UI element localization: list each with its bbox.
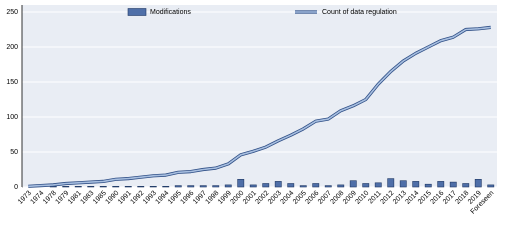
- bar: [474, 179, 482, 188]
- x-tick-label: 1973: [17, 190, 33, 206]
- bar: [349, 180, 357, 188]
- x-tick-label: 2000: [230, 190, 246, 206]
- x-tick-label: 2015: [417, 190, 433, 206]
- bar: [287, 183, 295, 188]
- bar: [324, 185, 332, 188]
- x-tick-label: 2004: [280, 190, 296, 206]
- x-tick-label: 1993: [142, 190, 158, 206]
- bar: [62, 186, 70, 188]
- plot-area: [22, 5, 497, 187]
- x-tick-label: 2013: [392, 190, 408, 206]
- chart: 0501001502002501973197419781979198119831…: [6, 5, 497, 216]
- x-tick-label: 2012: [380, 190, 396, 206]
- x-tick-label: 1996: [180, 190, 196, 206]
- y-tick-label: 150: [6, 79, 18, 86]
- y-tick-label: 0: [14, 184, 18, 191]
- bar: [249, 184, 257, 188]
- bar: [312, 183, 320, 188]
- bar: [337, 184, 345, 188]
- line: [28, 26, 491, 188]
- x-tick-label: 1974: [30, 190, 46, 206]
- x-tick-label: 1994: [155, 190, 171, 206]
- bar: [99, 186, 107, 188]
- x-tick-label: 1979: [55, 190, 71, 206]
- bar: [399, 180, 407, 188]
- bar: [374, 182, 382, 188]
- bar: [124, 186, 132, 188]
- bar: [274, 181, 282, 188]
- x-tick-label: 2001: [242, 190, 258, 206]
- x-tick-label: 2010: [355, 190, 371, 206]
- bar: [437, 181, 445, 188]
- x-tick-label: 1990: [105, 190, 121, 206]
- bar: [74, 186, 82, 188]
- bar: [187, 185, 195, 188]
- x-tick-label: 2017: [442, 190, 458, 206]
- bar: [462, 183, 470, 188]
- y-tick-label: 250: [6, 9, 18, 16]
- x-tick-label: 2006: [305, 190, 321, 206]
- bar: [487, 184, 495, 188]
- x-tick-label: 1998: [205, 190, 221, 206]
- bar: [137, 186, 145, 188]
- bar: [449, 181, 457, 188]
- bar: [112, 186, 120, 188]
- x-tick-label: 1991: [117, 190, 133, 206]
- x-tick-label: 2009: [342, 190, 358, 206]
- y-tick-label: 50: [10, 149, 18, 156]
- x-tick-label: 1995: [167, 190, 183, 206]
- bar: [162, 186, 170, 188]
- legend-label: Modifications: [150, 9, 191, 16]
- bar: [387, 178, 395, 188]
- x-tick-label: 1999: [217, 190, 233, 206]
- x-tick-label: 1978: [42, 190, 58, 206]
- x-tick-label: 2008: [330, 190, 346, 206]
- legend-swatch: [127, 8, 147, 16]
- x-tick-label: 1992: [130, 190, 146, 206]
- y-tick-label: 200: [6, 44, 18, 51]
- bar: [224, 184, 232, 188]
- x-tick-label: 2003: [267, 190, 283, 206]
- x-tick-label: 1981: [67, 190, 83, 206]
- bar: [237, 179, 245, 188]
- x-tick-label: 2007: [317, 190, 333, 206]
- x-tick-label: 2002: [255, 190, 271, 206]
- x-tick-label: 2005: [292, 190, 308, 206]
- x-tick-label: 2014: [405, 190, 421, 206]
- x-tick-label: 2018: [455, 190, 471, 206]
- bar: [149, 186, 157, 188]
- bar: [424, 183, 432, 188]
- x-tick-label: 1985: [92, 190, 108, 206]
- bar: [362, 183, 370, 188]
- bar: [199, 185, 207, 188]
- bar: [87, 186, 95, 188]
- legend-label: Count of data regulation: [322, 9, 397, 16]
- y-tick-label: 100: [6, 114, 18, 121]
- bar: [262, 183, 270, 188]
- bar: [212, 185, 220, 188]
- x-tick-label: 1997: [192, 190, 208, 206]
- bar: [174, 185, 182, 188]
- x-tick-label: 1983: [80, 190, 96, 206]
- bar: [299, 185, 307, 188]
- x-tick-label: 2016: [430, 190, 446, 206]
- bar: [412, 181, 420, 188]
